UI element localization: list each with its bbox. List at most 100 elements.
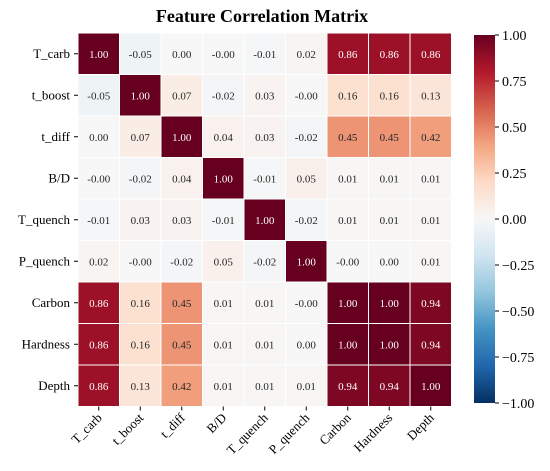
cell-value-label: 0.86 xyxy=(338,49,358,61)
cell-value-label: 0.16 xyxy=(131,298,151,310)
column-tick-label: T_carb xyxy=(68,410,105,447)
heatmap-cell xyxy=(77,115,120,158)
cell-value-label: 0.16 xyxy=(380,90,400,102)
heatmap-cell xyxy=(409,74,452,117)
cell-value-label: -0.02 xyxy=(295,132,318,144)
cell-value-label: 0.16 xyxy=(131,339,151,351)
column-tick-label: Carbon xyxy=(316,410,354,448)
heatmap-cell xyxy=(368,240,411,283)
cell-value-label: 0.07 xyxy=(131,132,151,144)
colorbar-tick-label: 0.75 xyxy=(502,75,527,90)
cell-value-label: 0.01 xyxy=(421,256,440,268)
cell-value-label: 0.01 xyxy=(297,381,316,393)
cell-value-label: 0.04 xyxy=(172,173,192,185)
chart-title: Feature Correlation Matrix xyxy=(156,6,368,26)
heatmap-cell xyxy=(77,157,120,200)
heatmap-cell xyxy=(409,115,452,158)
heatmap-cell xyxy=(326,281,369,324)
heatmap-cell xyxy=(77,198,120,241)
heatmap-cell xyxy=(409,364,452,407)
cell-value-label: -0.01 xyxy=(253,173,276,185)
heatmap-cell xyxy=(119,115,162,158)
cell-value-label: -0.00 xyxy=(212,49,235,61)
heatmap-cell xyxy=(326,198,369,241)
heatmap-cell xyxy=(409,323,452,366)
heatmap-cell xyxy=(119,240,162,283)
cell-value-label: -0.01 xyxy=(87,215,110,227)
colorbar-tick-label: 0.25 xyxy=(502,167,527,182)
heatmap-cell xyxy=(285,323,328,366)
cell-value-label: 0.00 xyxy=(89,132,109,144)
cell-value-label: -0.02 xyxy=(129,173,152,185)
cell-value-label: 0.01 xyxy=(421,173,440,185)
row-tick-label: T_quench xyxy=(18,212,70,227)
cell-value-label: 0.01 xyxy=(380,215,399,227)
cell-value-label: 0.13 xyxy=(421,90,441,102)
cell-value-label: 0.01 xyxy=(380,173,399,185)
colorbar-tick-label: 0.00 xyxy=(502,213,527,228)
cell-value-label: -0.05 xyxy=(87,90,110,102)
heatmap-cell xyxy=(119,364,162,407)
cell-value-label: 0.01 xyxy=(421,215,440,227)
cell-value-label: -0.02 xyxy=(170,256,193,268)
cell-value-label: 0.42 xyxy=(421,132,440,144)
heatmap-cell xyxy=(77,74,120,117)
heatmap-cell xyxy=(409,240,452,283)
cell-value-label: 1.00 xyxy=(214,173,234,185)
colorbar-gradient xyxy=(474,35,495,403)
cell-value-label: -0.05 xyxy=(129,49,152,61)
heatmap-cell xyxy=(202,323,245,366)
row-tick-label: Depth xyxy=(38,378,70,393)
cell-value-label: 1.00 xyxy=(380,298,400,310)
colorbar-tick-label: −1.00 xyxy=(502,397,534,412)
heatmap-cell xyxy=(160,115,203,158)
heatmap-cell xyxy=(368,74,411,117)
heatmap-cell xyxy=(243,364,286,407)
cell-value-label: -0.00 xyxy=(295,90,318,102)
cell-value-label: 0.00 xyxy=(172,49,192,61)
colorbar-tick-label: −0.75 xyxy=(502,351,534,366)
cell-value-label: 0.03 xyxy=(255,90,275,102)
heatmap-cell xyxy=(160,240,203,283)
heatmap-cell xyxy=(285,240,328,283)
row-tick-label: B/D xyxy=(48,170,70,185)
cell-value-label: -0.02 xyxy=(212,90,235,102)
column-tick-label: Hardness xyxy=(351,410,396,455)
heatmap-cell xyxy=(243,281,286,324)
heatmap-cell xyxy=(160,364,203,407)
heatmap-cell xyxy=(409,157,452,200)
row-tick-label: T_carb xyxy=(33,46,70,61)
cell-value-label: 0.45 xyxy=(338,132,358,144)
heatmap-cell xyxy=(326,323,369,366)
cell-value-label: 1.00 xyxy=(131,90,151,102)
cell-value-label: 0.01 xyxy=(214,381,233,393)
cell-value-label: 0.03 xyxy=(255,132,275,144)
column-tick-label: B/D xyxy=(203,410,229,436)
row-tick-label: P_quench xyxy=(19,253,71,268)
heatmap-cell xyxy=(77,364,120,407)
row-tick-label: t_boost xyxy=(32,87,71,102)
cell-value-label: 0.42 xyxy=(172,381,191,393)
cell-value-label: 1.00 xyxy=(297,256,317,268)
cell-value-label: 1.00 xyxy=(172,132,192,144)
colorbar-tick-label: −0.50 xyxy=(502,305,534,320)
column-tick-label: P_quench xyxy=(266,410,313,457)
colorbar-tick-label: 1.00 xyxy=(502,29,527,44)
column-tick-label: T_quench xyxy=(224,410,272,458)
heatmap-cell xyxy=(409,198,452,241)
cell-value-label: 0.45 xyxy=(380,132,400,144)
heatmap-cell xyxy=(202,115,245,158)
row-tick-label: Carbon xyxy=(32,295,71,310)
cell-value-label: 0.02 xyxy=(297,49,316,61)
heatmap-cell xyxy=(243,323,286,366)
cell-value-label: 0.01 xyxy=(338,173,357,185)
cell-value-label: -0.00 xyxy=(87,173,110,185)
heatmap-cell xyxy=(160,323,203,366)
cell-value-label: 0.07 xyxy=(172,90,192,102)
cell-value-label: 0.01 xyxy=(338,215,357,227)
heatmap-cell xyxy=(285,32,328,75)
row-tick-label: t_diff xyxy=(41,129,70,144)
cell-value-label: 0.05 xyxy=(297,173,317,185)
